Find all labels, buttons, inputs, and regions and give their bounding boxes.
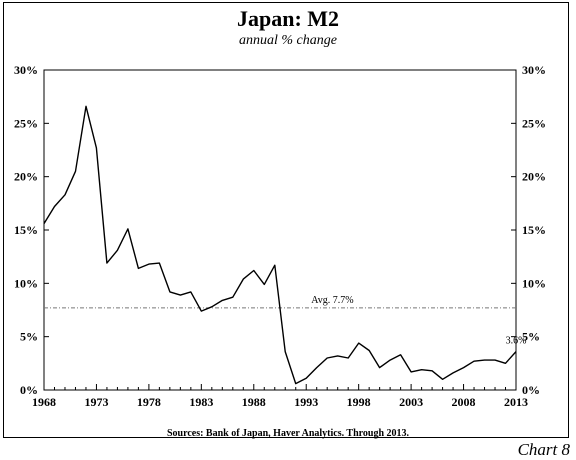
chart-number-label: Chart 8 <box>517 440 570 459</box>
y-tick-label-right: 15% <box>522 223 546 237</box>
x-tick-label: 1983 <box>189 395 213 409</box>
y-tick-label-left: 0% <box>20 383 38 397</box>
x-tick-label: 1988 <box>242 395 266 409</box>
x-tick-label: 2003 <box>399 395 423 409</box>
series-line <box>43 105 517 385</box>
y-tick-label-left: 25% <box>14 116 38 130</box>
x-tick-label: 1973 <box>84 395 108 409</box>
y-tick-label-left: 30% <box>14 63 38 77</box>
x-tick-label: 1968 <box>32 395 56 409</box>
y-tick-label-right: 5% <box>522 330 540 344</box>
y-tick-label-left: 10% <box>14 276 38 290</box>
x-tick-label: 2013 <box>504 395 528 409</box>
chart-title: Japan: M2 <box>236 6 340 31</box>
plot-area <box>43 69 517 391</box>
chart-subtitle: annual % change <box>239 33 337 48</box>
average-label: Avg. 7.7% <box>311 295 353 306</box>
x-tick-label: 1978 <box>137 395 161 409</box>
source-note: Sources: Bank of Japan, Haver Analytics.… <box>166 428 410 439</box>
end-value-label: 3.6% <box>506 336 527 347</box>
y-tick-label-right: 30% <box>522 63 546 77</box>
x-tick-label: 1993 <box>294 395 318 409</box>
y-tick-label-right: 20% <box>522 170 546 184</box>
y-tick-label-right: 10% <box>522 276 546 290</box>
y-tick-label-right: 0% <box>522 383 540 397</box>
x-tick-label: 1998 <box>347 395 371 409</box>
y-tick-label-left: 5% <box>20 330 38 344</box>
y-tick-label-right: 25% <box>522 116 546 130</box>
x-tick-label: 2008 <box>452 395 476 409</box>
chart-frame <box>3 2 569 438</box>
y-tick-label-left: 20% <box>14 170 38 184</box>
y-tick-label-left: 15% <box>14 223 38 237</box>
